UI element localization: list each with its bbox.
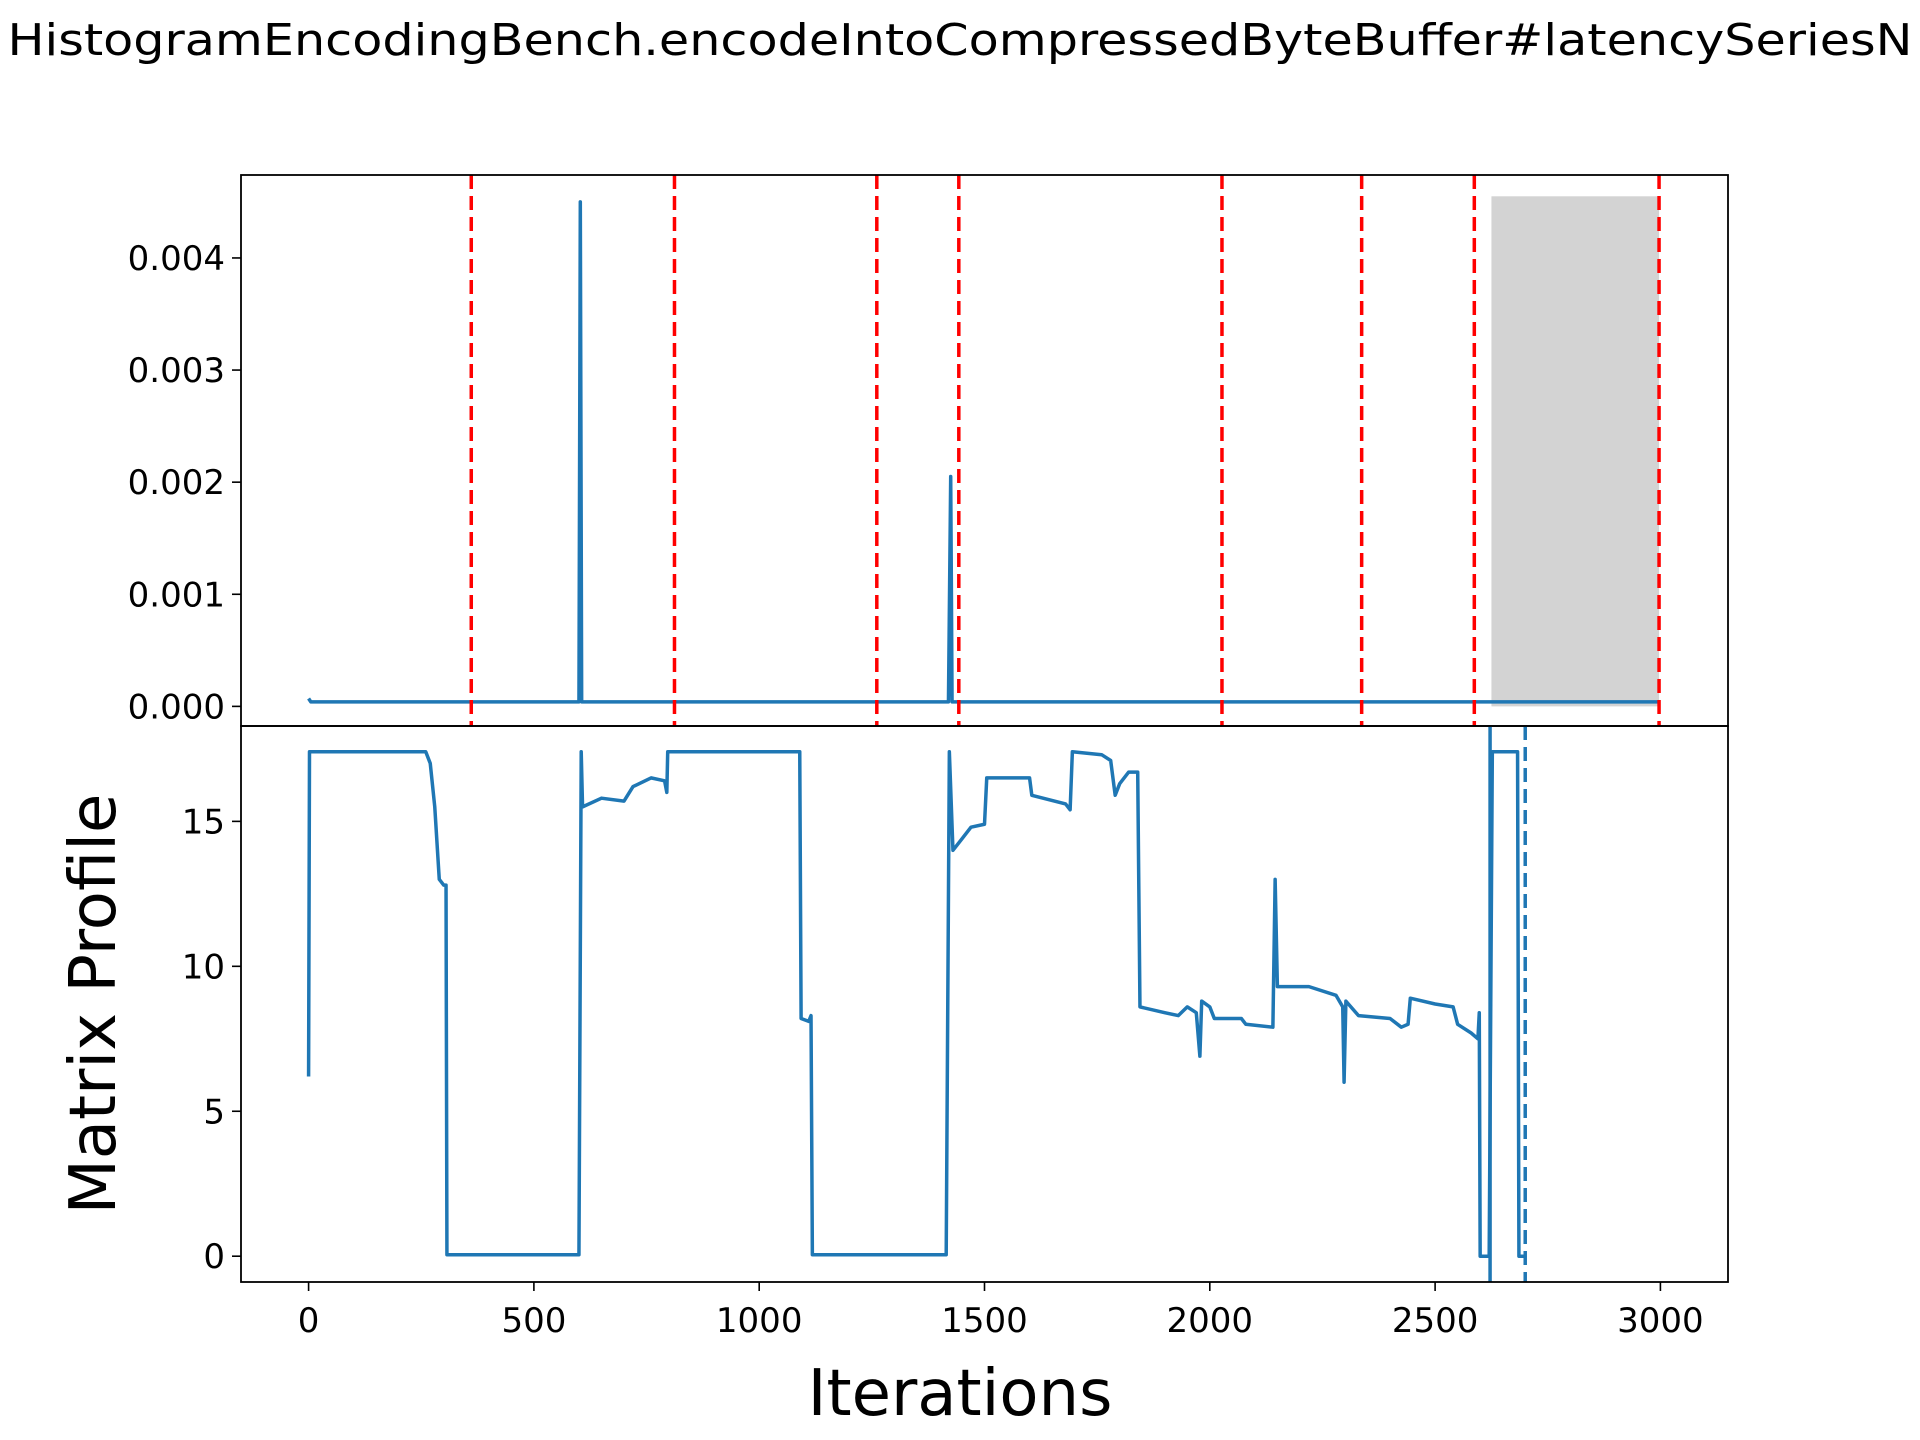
y-tick-label: 10 bbox=[182, 947, 225, 987]
y-tick-label: 5 bbox=[203, 1092, 225, 1132]
y-tick-label: 0.003 bbox=[128, 351, 225, 391]
x-axis-label: Iterations bbox=[808, 1357, 1113, 1431]
x-tick-label: 1000 bbox=[716, 1301, 803, 1341]
x-tick-label: 2000 bbox=[1167, 1301, 1254, 1341]
shaded-region bbox=[1491, 196, 1660, 707]
x-tick-label: 1500 bbox=[941, 1301, 1028, 1341]
y-tick-label: 0.002 bbox=[128, 463, 225, 503]
y-tick-label: 0.000 bbox=[128, 687, 225, 727]
y-tick-label: 0.004 bbox=[128, 239, 225, 279]
chart-title: HistogramEncodingBench.encodeIntoCompres… bbox=[8, 15, 1913, 66]
x-tick-label: 2500 bbox=[1392, 1301, 1479, 1341]
y-axis-label: Matrix Profile bbox=[57, 794, 131, 1215]
series-line bbox=[306, 750, 1526, 1258]
x-tick-label: 500 bbox=[501, 1301, 566, 1341]
y-tick-label: 15 bbox=[182, 802, 225, 842]
plot-area bbox=[307, 175, 1661, 726]
plot-area bbox=[306, 726, 1527, 1282]
y-tick-label: 0 bbox=[203, 1237, 225, 1277]
x-tick-label: 0 bbox=[298, 1301, 320, 1341]
y-tick-label: 0.001 bbox=[128, 575, 225, 615]
x-tick-label: 3000 bbox=[1617, 1301, 1704, 1341]
series-line bbox=[307, 200, 1661, 704]
